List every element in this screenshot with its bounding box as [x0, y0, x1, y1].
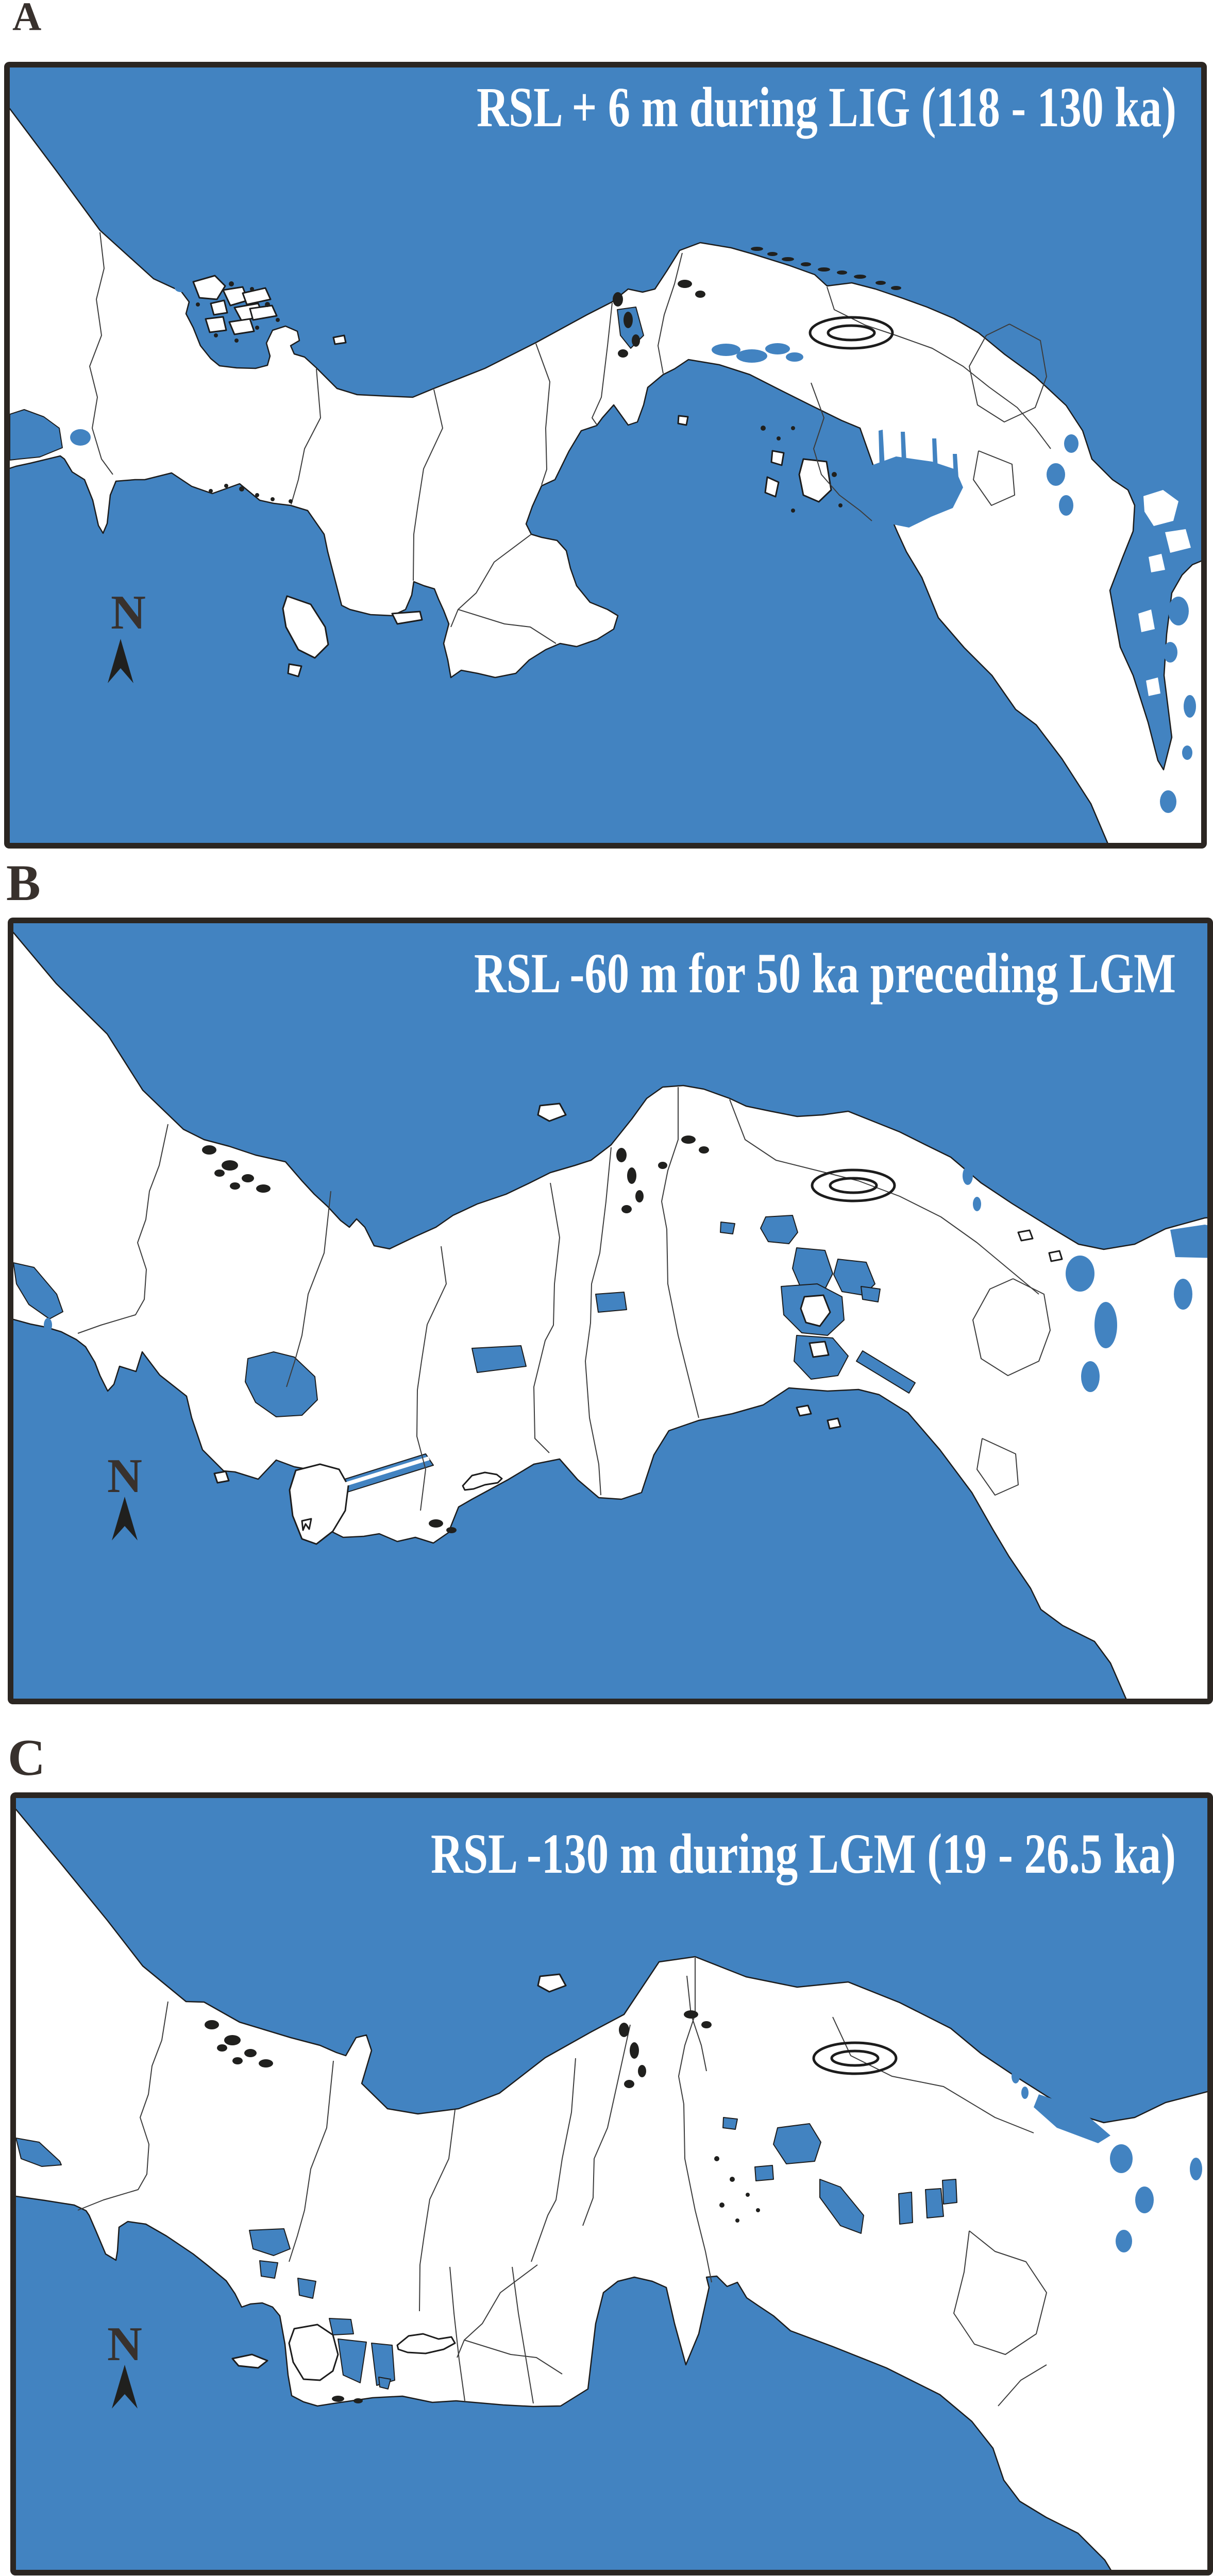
svg-text:N: N [107, 1449, 142, 1503]
svg-text:RSL + 6 m during LIG (118 - 13: RSL + 6 m during LIG (118 - 130 ka) [477, 76, 1176, 139]
svg-text:N: N [111, 586, 146, 639]
svg-text:RSL -60 m for 50 ka preceding: RSL -60 m for 50 ka preceding LGM [474, 942, 1176, 1005]
svg-text:N: N [107, 2317, 142, 2371]
svg-text:RSL -130 m during LGM (19 - 26: RSL -130 m during LGM (19 - 26.5 ka) [431, 1822, 1176, 1885]
